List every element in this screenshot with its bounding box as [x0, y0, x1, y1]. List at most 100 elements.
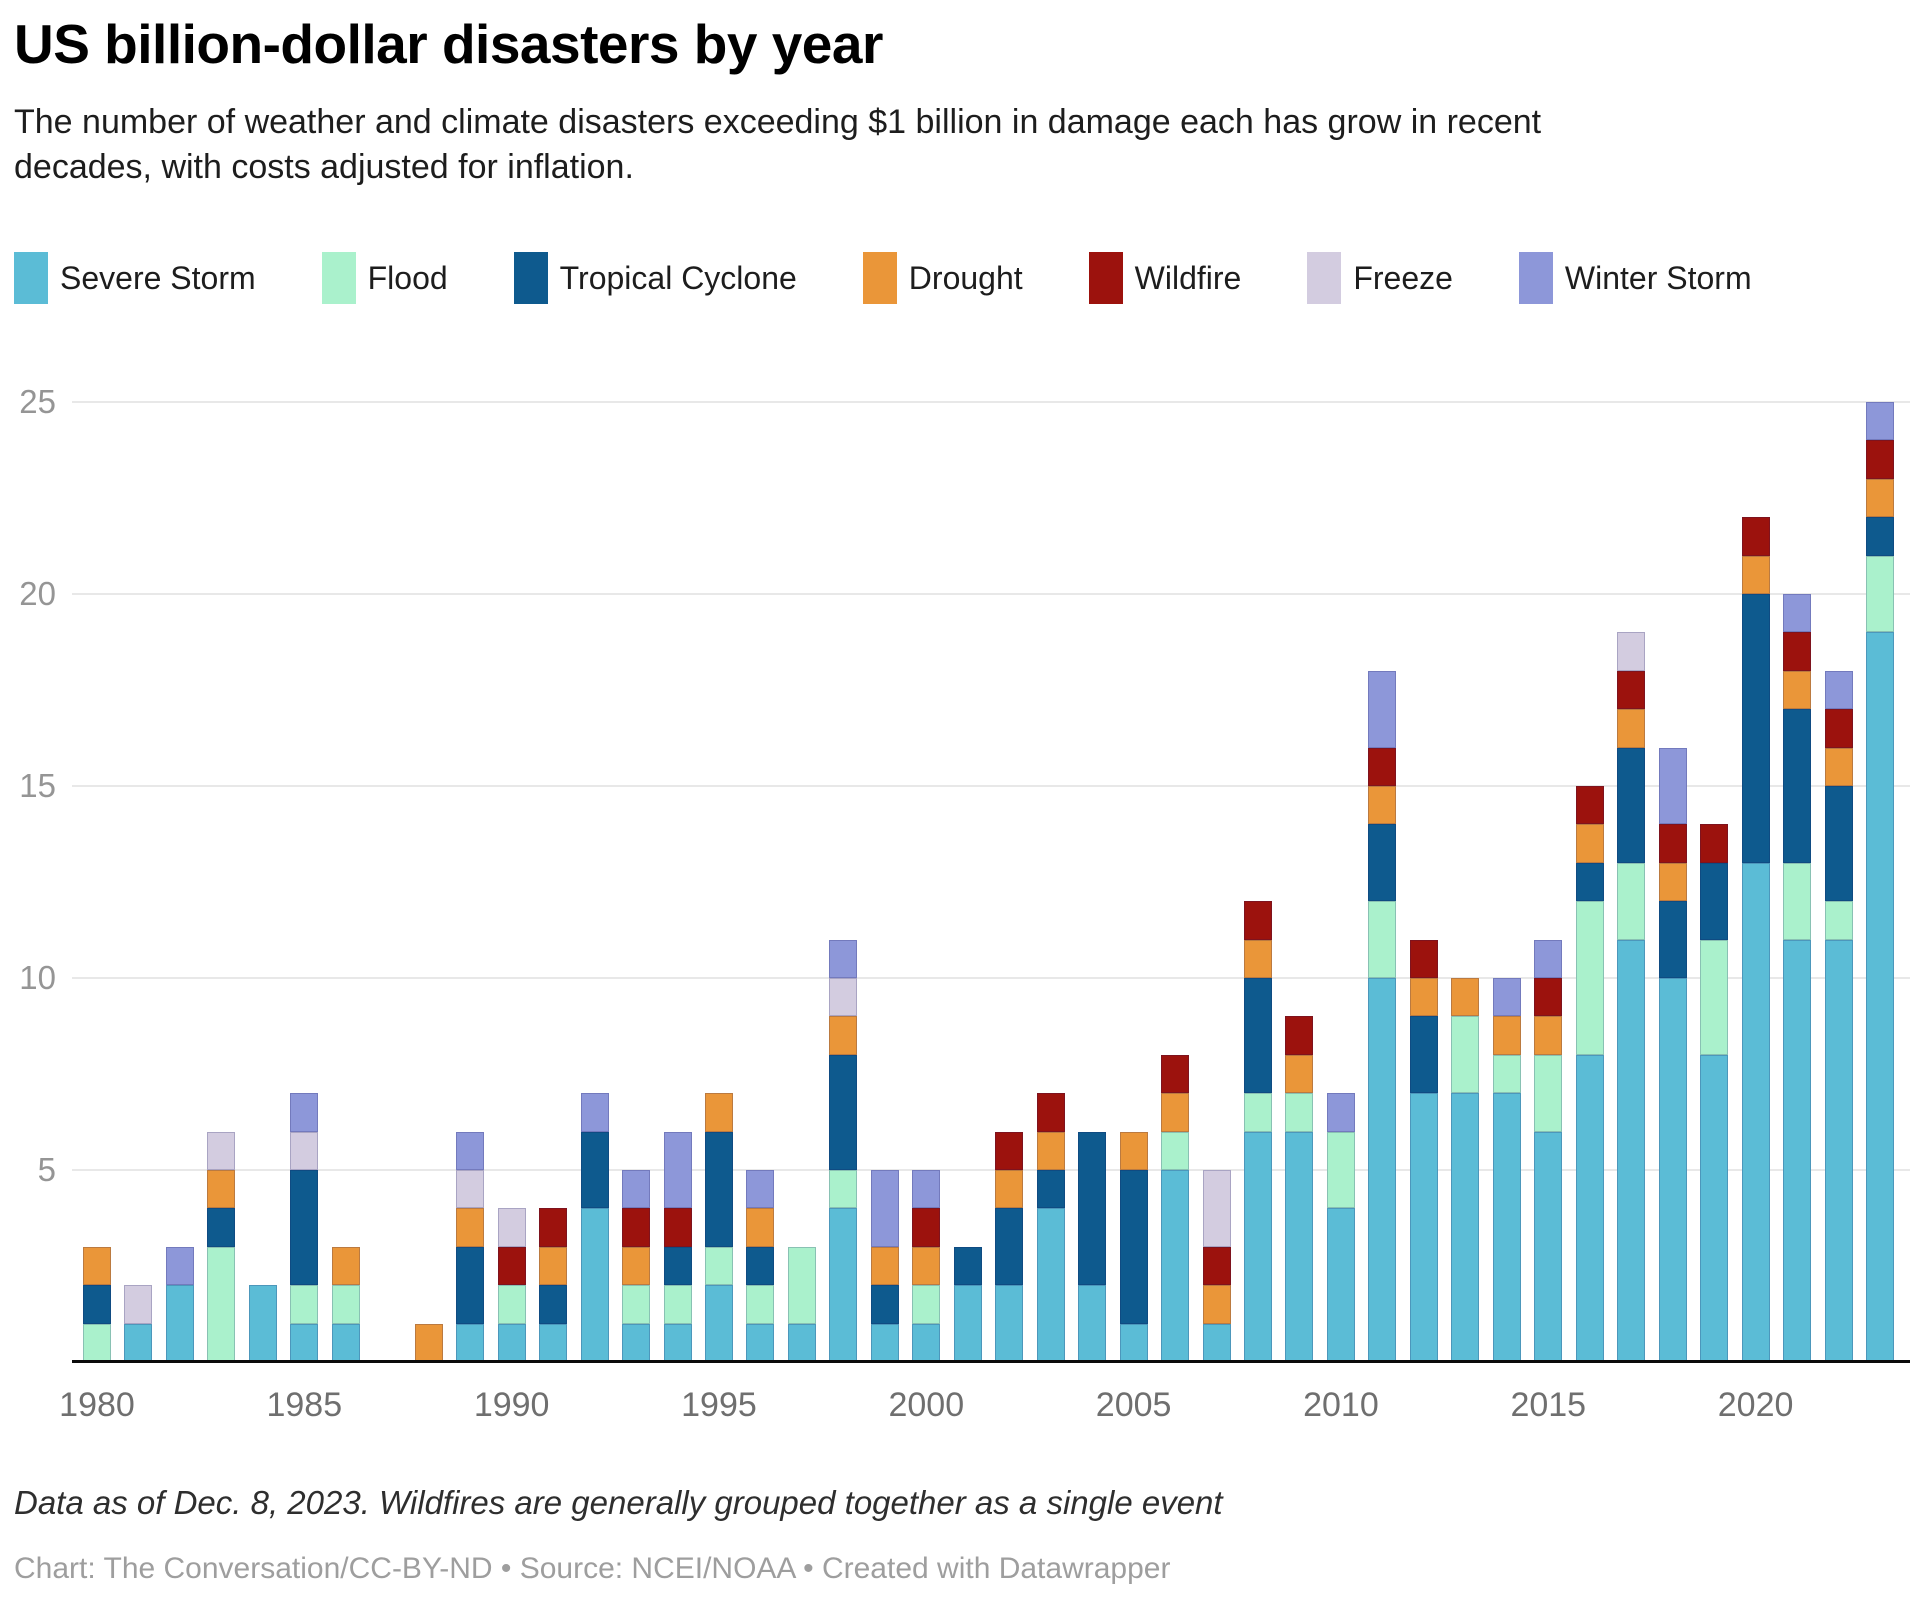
bar-segment-winter-storm-1989 — [456, 1131, 485, 1170]
bar-segment-severe-storm-1982 — [165, 1285, 194, 1362]
bar-segment-freeze-1989 — [456, 1170, 485, 1209]
bar-segment-drought-1988 — [414, 1323, 443, 1362]
bar-segment-severe-storm-2018 — [1658, 978, 1687, 1362]
bar-segment-severe-storm-2004 — [1078, 1285, 1107, 1362]
bar-segment-drought-2015 — [1534, 1016, 1563, 1055]
chart-title: US billion-dollar disasters by year — [14, 13, 883, 75]
bar-segment-tropical-cyclone-2008 — [1244, 978, 1273, 1094]
bar-segment-drought-1986 — [331, 1246, 360, 1286]
bar-segment-severe-storm-2023 — [1865, 632, 1894, 1362]
y-tick-label-25: 25 — [19, 383, 56, 420]
bar-segment-drought-2000 — [912, 1246, 941, 1286]
bar-segment-severe-storm-1984 — [248, 1285, 277, 1362]
legend-swatch-winter-storm — [1518, 252, 1553, 304]
legend-label: Severe Storm — [60, 259, 256, 296]
bar-segment-winter-storm-1985 — [290, 1093, 319, 1132]
legend: Severe Storm Flood Tropical Cyclone Drought… — [14, 252, 1752, 304]
bar-segment-flood-2014 — [1492, 1054, 1521, 1094]
bar-segment-drought-2011 — [1368, 786, 1397, 825]
legend-item-winter-storm: Winter Storm — [1518, 252, 1752, 304]
bar-segment-winter-storm-2011 — [1368, 670, 1397, 748]
x-axis-line — [72, 1360, 1910, 1363]
bar-segment-severe-storm-2007 — [1202, 1323, 1231, 1362]
bar-segment-wildfire-2020 — [1741, 517, 1770, 556]
legend-swatch-wildfire — [1088, 252, 1123, 304]
bar-segment-flood-1995 — [704, 1246, 733, 1286]
bar-segment-severe-storm-2000 — [912, 1323, 941, 1362]
bar-segment-wildfire-2006 — [1161, 1054, 1190, 1094]
bar-segment-winter-storm-2023 — [1865, 402, 1894, 441]
bar-segment-flood-2015 — [1534, 1054, 1563, 1132]
bar-segment-tropical-cyclone-1994 — [663, 1246, 692, 1286]
bar-segment-severe-storm-2005 — [1119, 1323, 1148, 1362]
bar-segment-wildfire-2002 — [995, 1131, 1024, 1170]
bar-segment-tropical-cyclone-1985 — [290, 1170, 319, 1286]
bar-segment-severe-storm-2015 — [1534, 1131, 1563, 1362]
bar-segment-severe-storm-2022 — [1824, 939, 1853, 1362]
bar-segment-wildfire-2022 — [1824, 709, 1853, 748]
bar-segment-wildfire-2018 — [1658, 824, 1687, 863]
bar-segment-tropical-cyclone-1998 — [829, 1054, 858, 1170]
bar-segment-drought-1980 — [83, 1246, 111, 1286]
bar-segment-tropical-cyclone-2016 — [1575, 862, 1604, 902]
bar-segment-drought-2017 — [1617, 709, 1646, 748]
bar-segment-freeze-1985 — [290, 1131, 319, 1170]
bar-segment-wildfire-2017 — [1617, 670, 1646, 710]
bar-segment-flood-1980 — [83, 1323, 111, 1362]
bar-segment-drought-1989 — [456, 1208, 485, 1247]
bar-segment-wildfire-1991 — [539, 1208, 568, 1247]
bar-segment-severe-storm-2003 — [1036, 1208, 1065, 1362]
bar-segment-tropical-cyclone-2004 — [1078, 1131, 1107, 1286]
bar-segment-winter-storm-2018 — [1658, 747, 1687, 825]
bar-segment-drought-2018 — [1658, 862, 1687, 902]
y-tick-label-5: 5 — [37, 1151, 56, 1188]
bar-segment-tropical-cyclone-2012 — [1409, 1016, 1438, 1094]
bar-segment-flood-1990 — [497, 1285, 526, 1324]
bar-segment-winter-storm-2015 — [1534, 939, 1563, 978]
x-tick-label-1980: 1980 — [59, 1386, 135, 1424]
legend-label: Winter Storm — [1564, 259, 1752, 296]
bar-segment-wildfire-2015 — [1534, 978, 1563, 1017]
x-tick-label-2015: 2015 — [1510, 1386, 1587, 1424]
legend-item-drought: Drought — [862, 252, 1023, 304]
y-tick-label-15: 15 — [19, 767, 56, 804]
bar-segment-severe-storm-2006 — [1161, 1170, 1190, 1362]
bar-segment-flood-1998 — [829, 1170, 858, 1209]
bar-segment-winter-storm-1999 — [870, 1170, 899, 1247]
bar-segment-flood-2010 — [1326, 1131, 1355, 1209]
bar-segment-severe-storm-2017 — [1617, 939, 1646, 1362]
bar-segment-tropical-cyclone-1999 — [870, 1285, 899, 1324]
bar-segment-flood-1985 — [290, 1285, 319, 1324]
bar-segment-drought-1999 — [870, 1246, 899, 1286]
gridline-25 — [72, 401, 1910, 403]
bar-segment-tropical-cyclone-1996 — [746, 1246, 775, 1286]
bar-segment-winter-storm-1994 — [663, 1131, 692, 1209]
bar-segment-winter-storm-2014 — [1492, 978, 1521, 1017]
bar-segment-severe-storm-2001 — [953, 1285, 982, 1362]
bar-segment-severe-storm-2021 — [1783, 939, 1812, 1362]
bar-segment-tropical-cyclone-2011 — [1368, 824, 1397, 902]
bar-segment-tropical-cyclone-2018 — [1658, 901, 1687, 978]
bar-segment-wildfire-2012 — [1409, 939, 1438, 978]
bar-segment-severe-storm-2019 — [1700, 1054, 1729, 1362]
bar-segment-winter-storm-1996 — [746, 1170, 775, 1209]
bar-segment-wildfire-2021 — [1783, 632, 1812, 671]
bar-segment-drought-2012 — [1409, 978, 1438, 1017]
bar-segment-severe-storm-1990 — [497, 1323, 526, 1362]
bar-segment-winter-storm-1993 — [622, 1170, 651, 1209]
bar-segment-drought-2002 — [995, 1170, 1024, 1209]
bar-segment-flood-1983 — [207, 1246, 236, 1362]
bar-segment-drought-2006 — [1161, 1093, 1190, 1132]
x-tick-label-1990: 1990 — [473, 1386, 550, 1424]
bar-segment-flood-2016 — [1575, 901, 1604, 1055]
bar-segment-severe-storm-2014 — [1492, 1093, 1521, 1362]
gridline-15 — [72, 785, 1910, 787]
y-tick-label-20: 20 — [19, 575, 56, 612]
bar-segment-winter-storm-2000 — [912, 1170, 941, 1209]
bar-segment-wildfire-2007 — [1202, 1246, 1231, 1286]
x-tick-label-1985: 1985 — [266, 1386, 343, 1424]
plot-grid — [72, 401, 1910, 1363]
legend-label: Drought — [908, 259, 1023, 296]
bar-segment-severe-storm-1981 — [124, 1323, 153, 1362]
x-axis-labels: 1980 1985 1990 1995 2000 2005 2010 2015 2020 — [0, 1386, 1920, 1430]
